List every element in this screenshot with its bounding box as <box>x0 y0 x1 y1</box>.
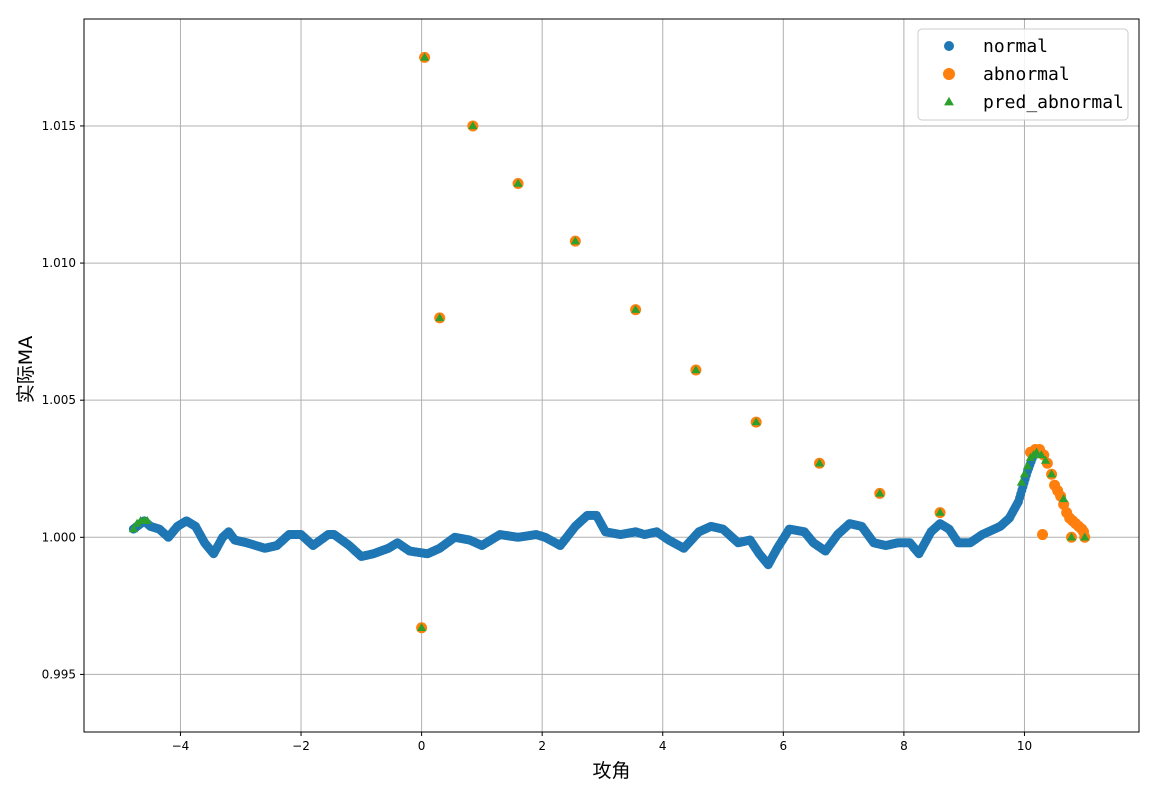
point-pred_abnormal <box>1059 494 1069 503</box>
point-pred_abnormal <box>128 524 139 533</box>
y-tick-label: 1.015 <box>42 119 76 133</box>
point-pred_abnormal <box>875 488 885 497</box>
legend-label-normal: normal <box>983 36 1048 57</box>
point-pred_abnormal <box>570 236 580 245</box>
point-abnormal <box>1037 529 1049 541</box>
point-pred_abnormal <box>1036 450 1046 459</box>
legend: normal abnormal pred_abnormal <box>917 28 1129 121</box>
point-pred_abnormal <box>468 121 478 130</box>
x-tick-label: 6 <box>779 739 787 753</box>
point-pred_abnormal <box>1040 455 1051 464</box>
legend-marker-abnormal <box>943 68 955 80</box>
plot-area-frame <box>83 18 1140 733</box>
point-pred_abnormal <box>416 623 427 631</box>
point-pred_abnormal <box>630 304 641 313</box>
legend-marker-normal <box>944 41 954 51</box>
x-tick-label: 10 <box>1017 739 1032 753</box>
x-tick-label: 2 <box>538 739 546 753</box>
point-pred_abnormal <box>751 417 761 426</box>
y-tick-label: 1.000 <box>42 530 76 544</box>
point-pred_abnormal <box>814 458 825 467</box>
series-pred_abnormal <box>128 52 1090 631</box>
point-pred_abnormal <box>435 313 445 322</box>
x-tick-label: −4 <box>172 739 190 753</box>
point-pred_abnormal <box>1019 469 1030 478</box>
x-tick-label: 8 <box>900 739 908 753</box>
legend-label-pred_abnormal: pred_abnormal <box>983 92 1124 113</box>
point-pred_abnormal <box>513 178 523 187</box>
point-pred_abnormal <box>1046 469 1057 478</box>
point-pred_abnormal <box>1022 461 1033 470</box>
y-tick-label: 1.005 <box>42 393 76 407</box>
axis-ticks: −4 −2 0 2 4 6 8 10 0.995 1.000 1.005 1.010 1.015 <box>42 119 1032 753</box>
point-pred_abnormal <box>1080 532 1090 541</box>
x-tick-label: −2 <box>292 739 310 753</box>
point-pred_abnormal <box>1031 447 1042 456</box>
x-tick-label: 4 <box>659 739 667 753</box>
point-pred_abnormal <box>1016 477 1027 486</box>
legend-box <box>917 28 1129 121</box>
y-axis-title: 实际MA <box>15 336 37 403</box>
y-tick-label: 1.010 <box>42 256 76 270</box>
point-pred_abnormal <box>1066 532 1077 541</box>
x-axis-title: 攻角 <box>592 760 630 782</box>
legend-marker-pred_abnormal <box>944 96 954 106</box>
point-pred_abnormal <box>935 507 945 516</box>
x-tick-label: 0 <box>418 739 426 753</box>
point-pred_abnormal <box>691 365 701 374</box>
legend-label-abnormal: abnormal <box>983 64 1070 85</box>
data-points <box>128 51 1091 634</box>
series-normal <box>128 450 1038 570</box>
point-pred_abnormal <box>142 516 152 525</box>
point-pred_abnormal <box>419 52 430 61</box>
y-tick-label: 0.995 <box>42 667 76 681</box>
